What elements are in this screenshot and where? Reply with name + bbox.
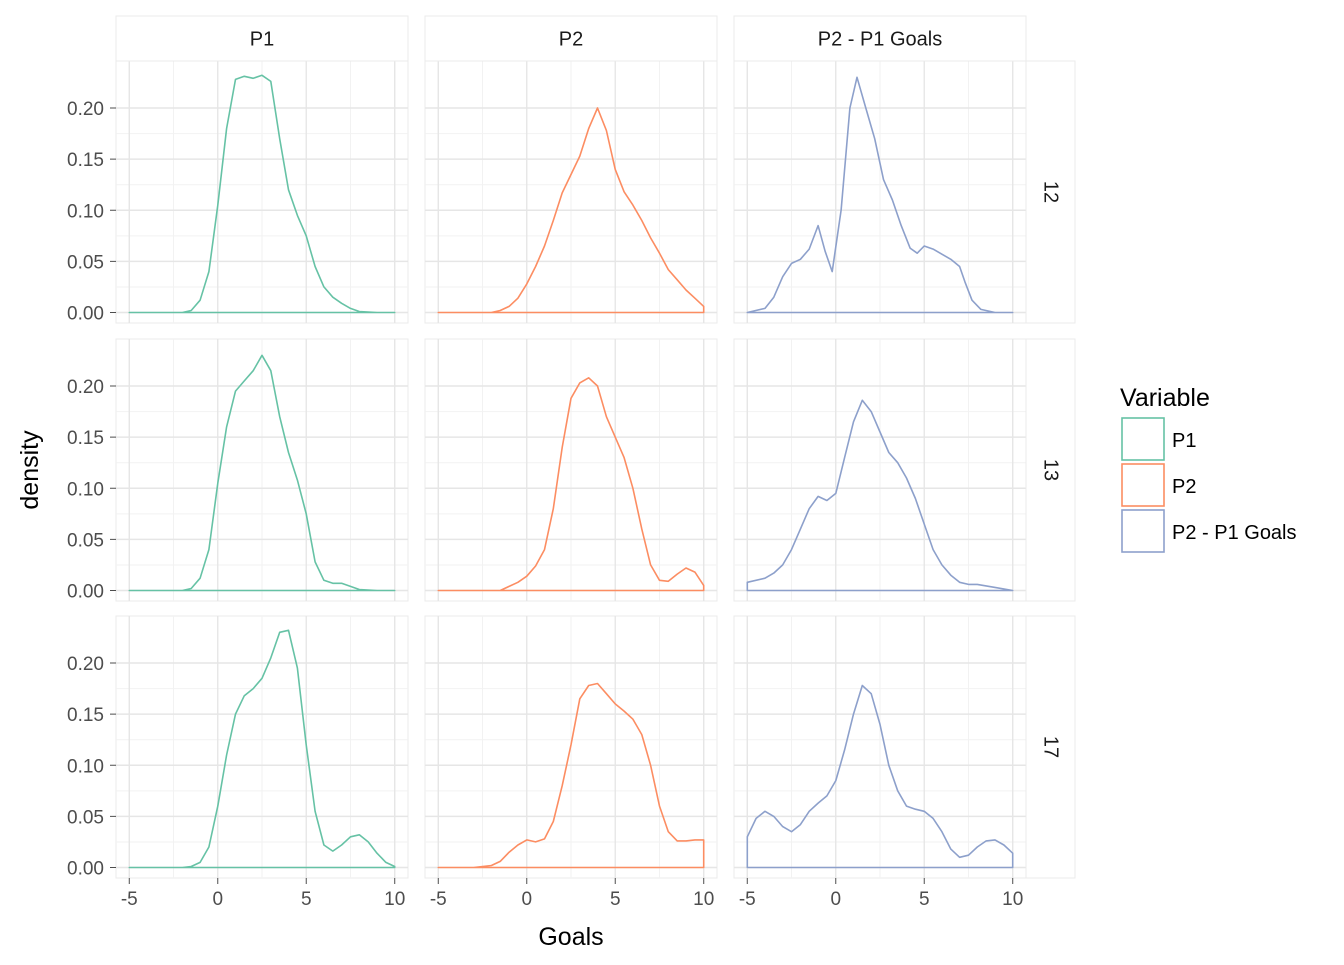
y-tick-label: 0.05 [67, 530, 104, 551]
legend-label: P2 [1172, 476, 1196, 498]
facet-strip-top [733, 15, 1027, 62]
x-axis-title: Goals [538, 923, 603, 951]
density-curve [746, 684, 1014, 869]
facet-row-label: 13 [1040, 459, 1062, 481]
y-tick-label: 0.05 [67, 807, 104, 828]
x-tick-label: 5 [919, 889, 930, 910]
density-curve [437, 377, 705, 592]
facet-strip-top [424, 15, 718, 62]
density-curve [128, 74, 396, 314]
y-tick-label: 0.00 [67, 859, 104, 880]
legend-key [1121, 509, 1165, 553]
facet-strip-right [1025, 60, 1076, 324]
x-tick-label: 10 [384, 889, 405, 910]
x-tick-label: 0 [521, 889, 532, 910]
legend-label: P2 - P1 Goals [1172, 522, 1297, 544]
x-tick-label: 10 [693, 889, 714, 910]
facet-strip-top [115, 15, 409, 62]
y-tick-label: 0.05 [67, 252, 104, 273]
legend-key [1121, 417, 1165, 461]
density-curve [128, 354, 396, 592]
x-tick-label: -5 [430, 889, 447, 910]
facet-row-label: 12 [1040, 181, 1062, 203]
y-tick-label: 0.10 [67, 479, 104, 500]
density-curve [746, 76, 1014, 314]
x-tick-label: 10 [1002, 889, 1023, 910]
legend-key [1121, 463, 1165, 507]
density-curve [128, 629, 396, 869]
y-axis-title: density [16, 430, 44, 510]
y-tick-label: 0.15 [67, 150, 104, 171]
y-tick-label: 0.20 [67, 99, 104, 120]
x-tick-label: 0 [830, 889, 841, 910]
legend-title: Variable [1120, 384, 1210, 412]
density-curve [437, 107, 705, 314]
y-tick-label: 0.15 [67, 428, 104, 449]
y-tick-label: 0.20 [67, 377, 104, 398]
x-tick-label: -5 [739, 889, 756, 910]
x-tick-label: 5 [301, 889, 312, 910]
facet-row-label: 17 [1040, 736, 1062, 758]
facet-column-label: P1 [250, 29, 274, 51]
x-tick-label: 5 [610, 889, 621, 910]
y-tick-label: 0.10 [67, 201, 104, 222]
facet-column-label: P2 - P1 Goals [818, 29, 943, 51]
y-tick-label: 0.00 [67, 304, 104, 325]
y-tick-label: 0.15 [67, 705, 104, 726]
y-tick-label: 0.20 [67, 654, 104, 675]
facet-strip-right [1025, 338, 1076, 602]
facet-column-label: P2 [559, 29, 583, 51]
density-curve [746, 399, 1014, 592]
y-tick-label: 0.10 [67, 756, 104, 777]
x-tick-label: 0 [212, 889, 223, 910]
legend-label: P1 [1172, 430, 1196, 452]
x-tick-label: -5 [121, 889, 138, 910]
facet-strip-right [1025, 615, 1076, 879]
density-curve [437, 682, 705, 869]
y-tick-label: 0.00 [67, 582, 104, 603]
